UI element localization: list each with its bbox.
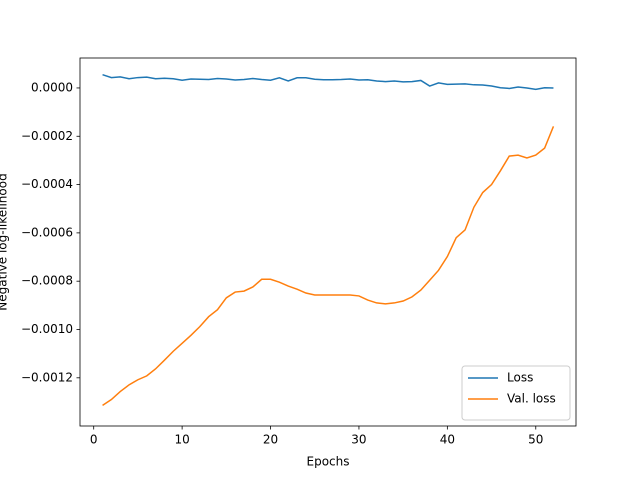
legend: Loss Val. loss xyxy=(461,365,571,421)
y-tick-label: −0.0012 xyxy=(21,370,73,384)
data-line xyxy=(102,73,554,91)
data-line xyxy=(102,126,555,406)
x-axis-label: Epochs xyxy=(307,455,350,469)
y-tick-label: −0.0002 xyxy=(21,129,73,143)
y-tick-label: −0.0004 xyxy=(21,177,73,191)
x-tick-label: 30 xyxy=(351,433,366,447)
y-tick-label: −0.0008 xyxy=(21,274,73,288)
y-tick-label: −0.0010 xyxy=(21,322,73,336)
legend-label: Loss xyxy=(507,371,533,385)
legend-box xyxy=(461,365,571,421)
y-axis-label: Negative log-likelihood xyxy=(0,173,10,310)
x-tick-label: 20 xyxy=(263,433,278,447)
x-tick-label: 0 xyxy=(90,433,98,447)
x-tick-label: 50 xyxy=(528,433,543,447)
x-tick-label: 10 xyxy=(174,433,189,447)
plot-frame xyxy=(79,57,577,427)
x-tick-label: 40 xyxy=(440,433,455,447)
y-tick-label: 0.0000 xyxy=(31,80,73,94)
legend-label: Val. loss xyxy=(507,392,556,406)
y-tick-label: −0.0006 xyxy=(21,225,73,239)
